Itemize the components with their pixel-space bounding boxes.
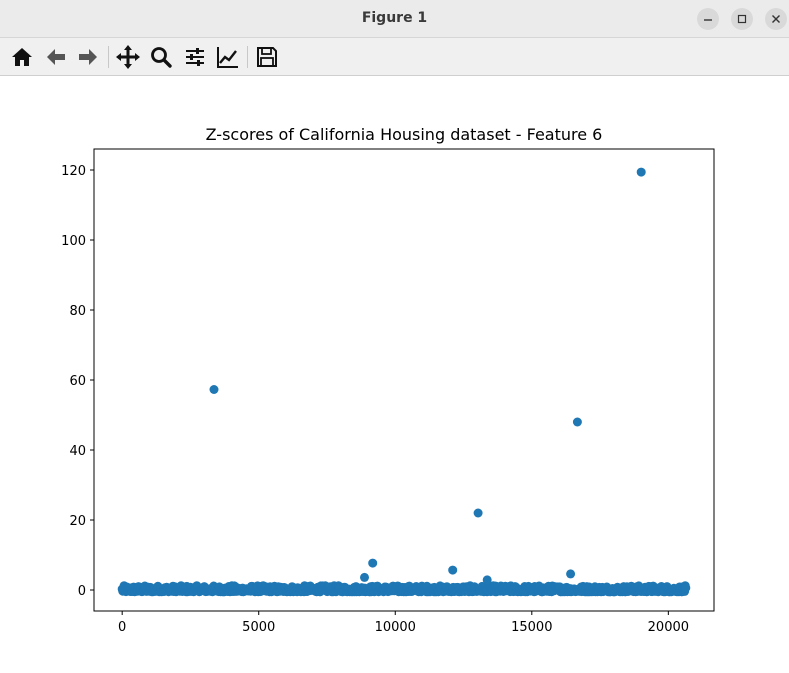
toolbar bbox=[0, 38, 789, 76]
x-tick-label: 15000 bbox=[511, 620, 552, 635]
y-axis: 0 20 40 60 80 100 120 bbox=[61, 164, 94, 599]
y-tick-label: 20 bbox=[69, 514, 86, 529]
home-icon bbox=[12, 48, 32, 66]
home-button[interactable] bbox=[8, 43, 36, 71]
configure-subplots-icon bbox=[186, 48, 204, 66]
outlier-point bbox=[360, 572, 369, 582]
y-tick-label: 120 bbox=[61, 164, 86, 179]
x-axis: 0 5000 10000 15000 20000 bbox=[118, 611, 689, 635]
outlier-point bbox=[572, 417, 582, 427]
minimize-icon bbox=[704, 19, 712, 21]
save-button[interactable] bbox=[253, 43, 281, 71]
outlier-point bbox=[473, 508, 483, 518]
back-button[interactable] bbox=[42, 43, 70, 71]
x-tick-label: 10000 bbox=[375, 620, 416, 635]
figure-canvas: Z-scores of California Housing dataset -… bbox=[0, 76, 789, 669]
edit-axis-button[interactable] bbox=[214, 43, 242, 71]
axes-frame bbox=[93, 148, 715, 612]
title-bar: Figure 1 bbox=[0, 0, 789, 38]
outlier-point bbox=[209, 385, 219, 394]
outlier-point bbox=[566, 569, 576, 579]
y-tick-label: 60 bbox=[69, 374, 86, 389]
maximize-icon bbox=[737, 14, 747, 24]
y-tick-label: 100 bbox=[61, 234, 86, 249]
data-point bbox=[681, 583, 691, 593]
edit-axis-icon bbox=[217, 47, 238, 68]
maximize-button[interactable] bbox=[731, 8, 753, 30]
window-title: Figure 1 bbox=[361, 10, 428, 26]
forward-button[interactable] bbox=[74, 43, 102, 71]
chart-title: Z-scores of California Housing dataset -… bbox=[206, 125, 603, 144]
x-tick-label: 0 bbox=[118, 620, 126, 635]
outlier-point bbox=[448, 565, 458, 575]
outlier-point bbox=[482, 575, 492, 585]
back-arrow-icon bbox=[47, 49, 65, 65]
zoom-button[interactable] bbox=[147, 43, 175, 71]
y-tick-label: 80 bbox=[69, 304, 86, 319]
configure-subplots-button[interactable] bbox=[181, 43, 209, 71]
y-tick-label: 40 bbox=[69, 444, 86, 459]
y-tick-label: 0 bbox=[78, 584, 86, 599]
save-icon bbox=[257, 47, 277, 67]
pan-button[interactable] bbox=[114, 43, 142, 71]
data-points bbox=[117, 167, 691, 597]
x-tick-label: 20000 bbox=[648, 620, 689, 635]
minimize-button[interactable] bbox=[697, 8, 719, 30]
outlier-point bbox=[636, 167, 646, 177]
scatter-chart: Z-scores of California Housing dataset -… bbox=[61, 125, 715, 635]
zoom-icon bbox=[151, 47, 172, 68]
forward-arrow-icon bbox=[79, 49, 97, 65]
toolbar-separator bbox=[247, 46, 248, 68]
toolbar-separator bbox=[108, 46, 109, 68]
close-button[interactable] bbox=[765, 8, 787, 30]
pan-icon bbox=[116, 45, 140, 69]
close-icon bbox=[772, 15, 780, 23]
outlier-point bbox=[368, 558, 378, 568]
x-tick-label: 5000 bbox=[242, 620, 275, 635]
